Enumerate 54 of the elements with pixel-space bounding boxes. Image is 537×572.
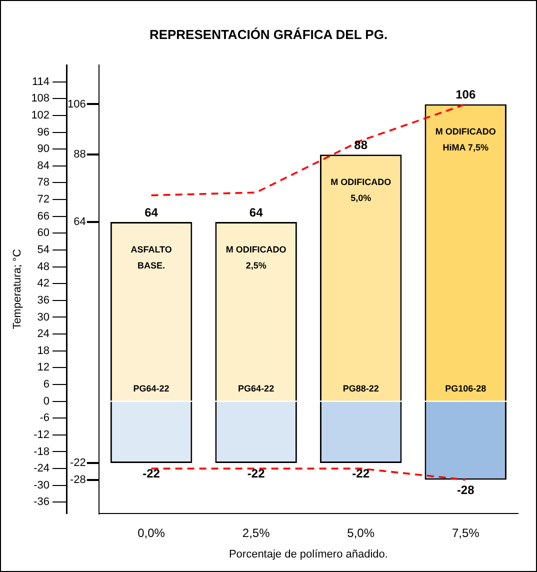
y-tick-label: 96 — [37, 126, 50, 138]
annotation: PG106-28 — [445, 383, 486, 394]
y-tick-label: -30 — [34, 479, 50, 492]
y-tick-label: 24 — [37, 328, 50, 340]
y-tick-label: 54 — [37, 244, 50, 256]
y2-tick-label: 88 — [74, 148, 86, 161]
data-label: -22 — [142, 466, 160, 480]
y-tick-label: 78 — [37, 176, 50, 189]
y-tick-label: 36 — [37, 294, 50, 306]
y-tick-label: 72 — [37, 194, 50, 206]
y2-tick-label: 106 — [68, 98, 86, 110]
y-tick-label: -36 — [34, 496, 50, 508]
data-label: 106 — [456, 88, 476, 102]
y-tick-label: 84 — [37, 160, 50, 172]
annotation: PG64-22 — [238, 383, 274, 394]
x-axis-title: Porcentaje de polímero añadido. — [228, 548, 388, 560]
x-tick-label: 2,5% — [242, 526, 270, 540]
y-tick-label: 18 — [37, 344, 50, 357]
y-tick-label: 66 — [37, 210, 50, 222]
y-tick-label: 48 — [37, 260, 50, 273]
y-axis-title: Temperatura; °C — [12, 249, 24, 330]
y-tick-label: 108 — [31, 92, 50, 105]
y-tick-label: -18 — [34, 446, 50, 458]
y-tick-label: 6 — [43, 378, 50, 391]
annotation: M ODIFICADO 5,0% — [330, 177, 392, 204]
y-tick-label: -12 — [34, 428, 50, 441]
annotation: PG88-22 — [342, 383, 379, 394]
y-tick-label: -24 — [34, 462, 50, 475]
annotation: ASFALTO BASE. — [130, 244, 172, 270]
y2-tick-label: 64 — [74, 216, 86, 228]
y-tick-label: 42 — [37, 278, 50, 290]
annotation: M ODIFICADO 2,5% — [226, 244, 286, 270]
chart-title: REPRESENTACIÓN GRÁFICA DEL PG. — [148, 27, 389, 42]
y-tick-label: 114 — [32, 76, 50, 88]
data-label: -22 — [352, 466, 370, 480]
x-tick-label: 7,5% — [452, 526, 480, 540]
annotation: M ODIFICADO HiMA 7,5% — [435, 126, 496, 153]
data-label: 64 — [144, 205, 158, 220]
y-tick-label: 60 — [37, 227, 50, 240]
data-label: 88 — [354, 138, 368, 152]
x-tick-label: 0,0% — [138, 526, 166, 540]
y-tick-label: -6 — [40, 412, 50, 424]
data-label: -28 — [456, 483, 475, 498]
x-tick-label: 5,0% — [347, 526, 375, 540]
y2-tick-label: -28 — [70, 474, 86, 486]
y-tick-label: 30 — [37, 311, 50, 324]
annotation: PG64-22 — [133, 383, 170, 394]
y-tick-label: 0 — [43, 395, 50, 408]
y-tick-label: 102 — [31, 109, 50, 122]
y-tick-label: 90 — [37, 143, 50, 156]
data-label: 64 — [249, 205, 264, 220]
data-label: -22 — [247, 466, 266, 480]
y-tick-label: 12 — [37, 362, 50, 374]
y2-tick-label: -22 — [70, 456, 86, 469]
